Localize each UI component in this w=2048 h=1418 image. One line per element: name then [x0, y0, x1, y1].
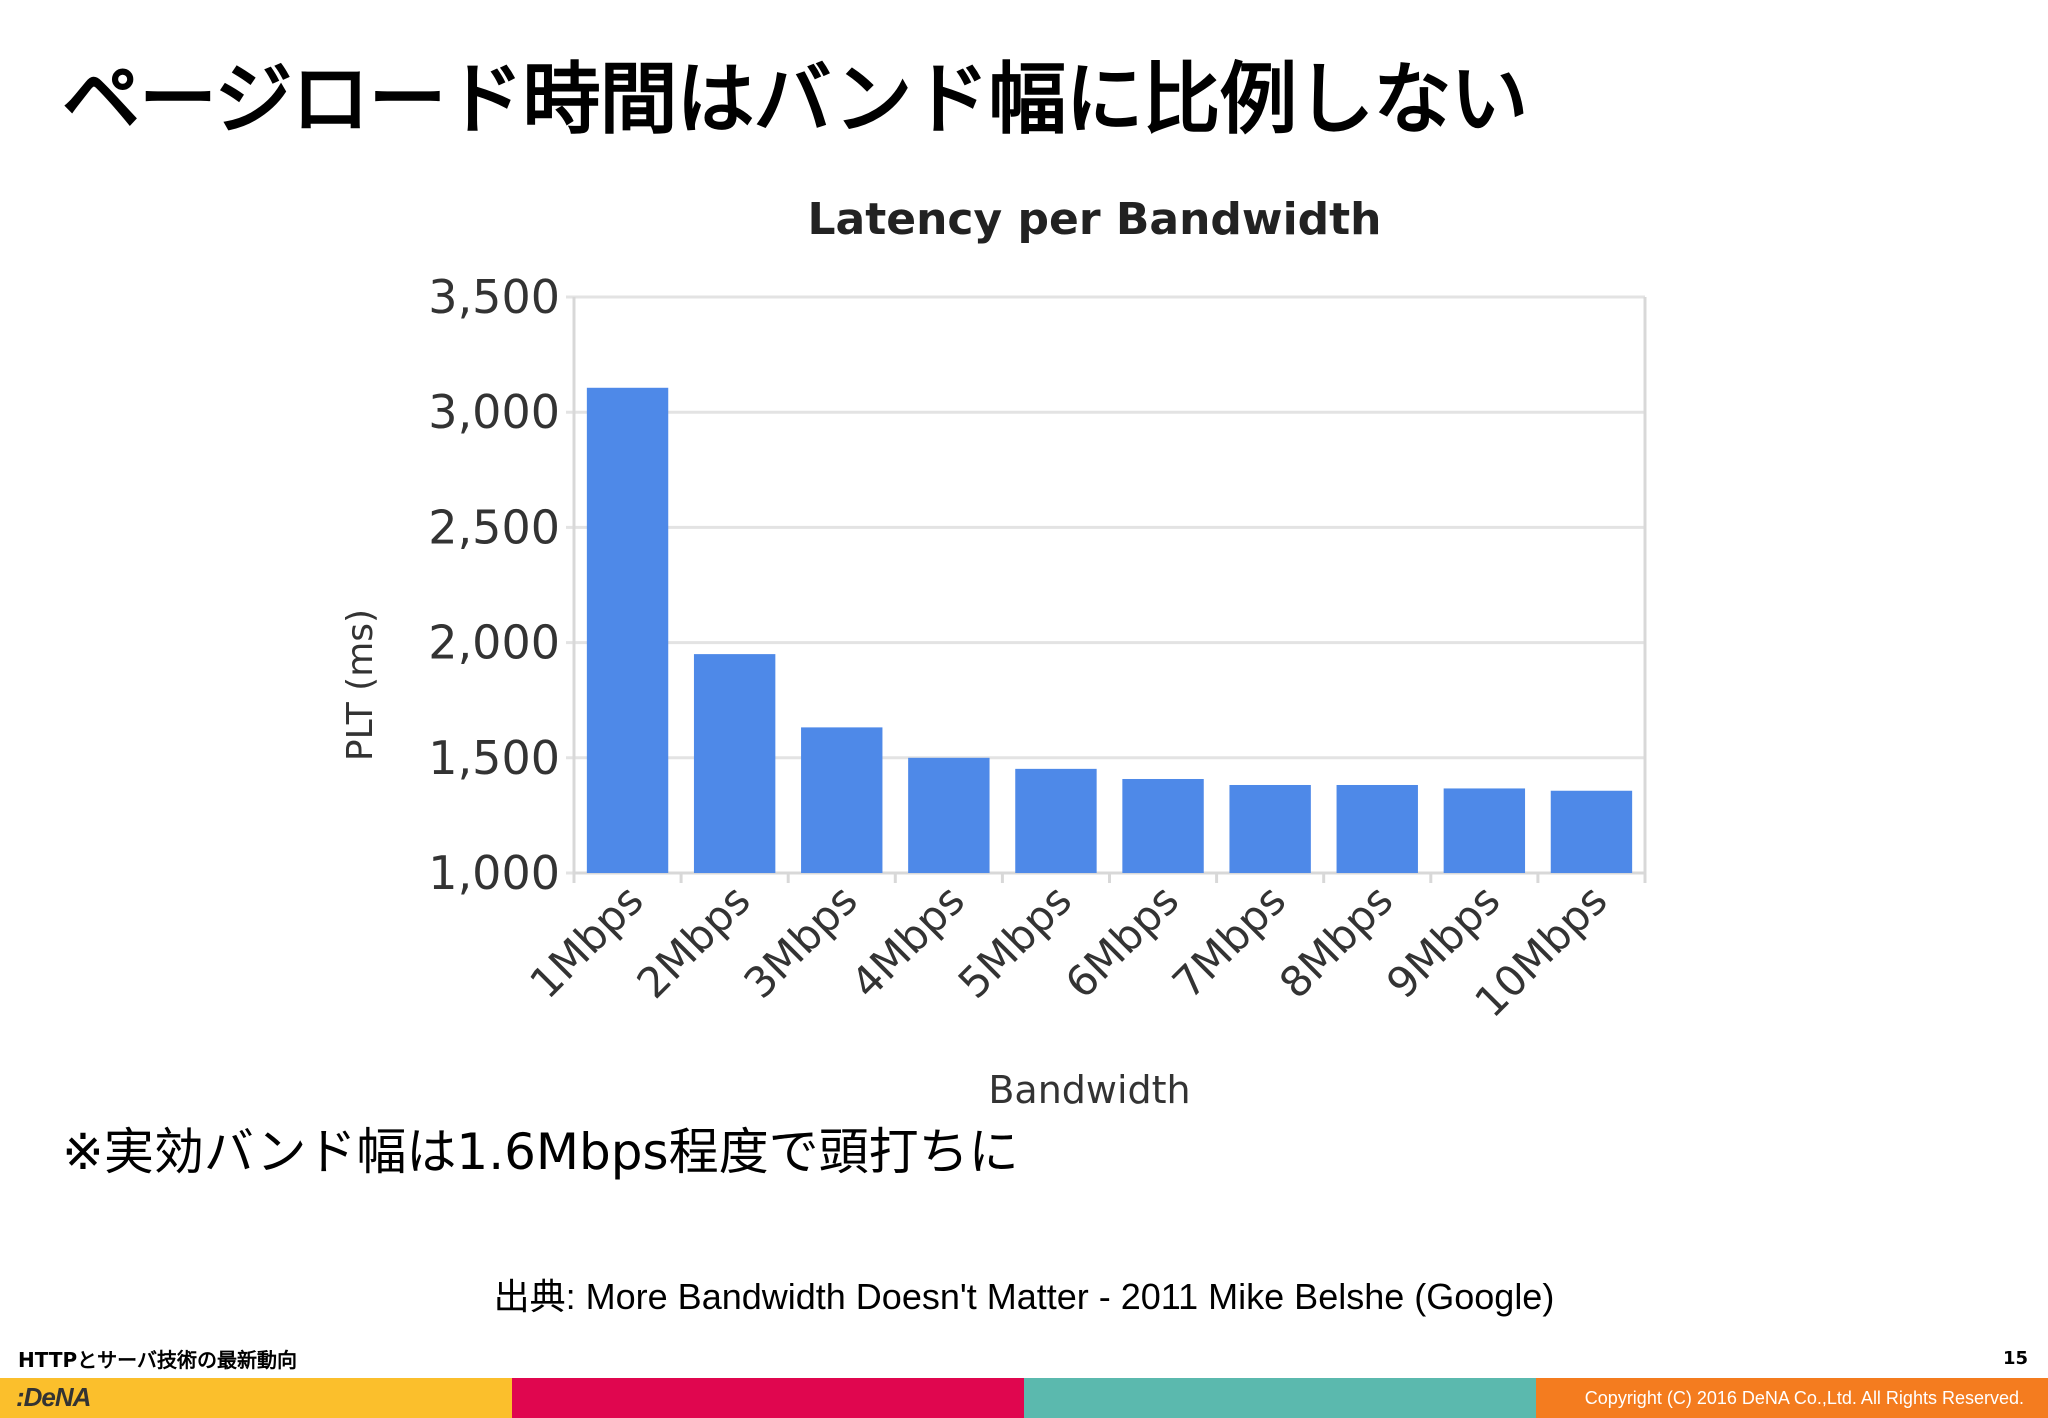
- x-tick-label: 5Mbps: [949, 875, 1081, 1007]
- footer-title: HTTPとサーバ技術の最新動向: [18, 1348, 297, 1372]
- bar-1Mbps: [586, 387, 669, 873]
- slide-title: ページロード時間はバンド幅に比例しない: [62, 55, 1528, 145]
- chart-title: Latency per Bandwidth: [808, 194, 1382, 245]
- bar-6Mbps: [1122, 778, 1204, 873]
- bar-8Mbps: [1336, 784, 1418, 873]
- y-tick-label: 3,500: [428, 270, 560, 324]
- footer-bar-yellow: :DeNA: [0, 1378, 512, 1418]
- x-tick-label: 4Mbps: [842, 875, 974, 1007]
- note-text: ※実効バンド幅は1.6Mbps程度で頭打ちに: [62, 1123, 1019, 1181]
- bar-chart: Latency per Bandwidth 1,000 1,500 2,000 2,50…: [340, 194, 1647, 1112]
- x-tick-label: 6Mbps: [1056, 875, 1188, 1007]
- source-citation: 出典: More Bandwidth Doesn't Matter - 2011…: [493, 1276, 1555, 1317]
- y-tick-label: 1,500: [428, 731, 560, 785]
- bar-2Mbps: [693, 654, 776, 873]
- bar-10Mbps: [1550, 790, 1633, 873]
- y-tick-label: 2,000: [428, 616, 560, 670]
- bar-7Mbps: [1229, 784, 1311, 873]
- footer-color-bar: :DeNA Copyright (C) 2016 DeNA Co.,Ltd. A…: [0, 1378, 2048, 1418]
- dena-logo: :DeNA: [16, 1382, 91, 1412]
- y-tick-label: 2,500: [428, 500, 560, 554]
- bar-5Mbps: [1015, 768, 1097, 873]
- bar-9Mbps: [1443, 788, 1526, 873]
- x-tick-label: 2Mbps: [627, 875, 759, 1007]
- x-tick-label: 3Mbps: [734, 875, 866, 1007]
- x-tick-label: 8Mbps: [1270, 875, 1402, 1007]
- footer-bar-orange: Copyright (C) 2016 DeNA Co.,Ltd. All Rig…: [1536, 1378, 2048, 1418]
- copyright-text: Copyright (C) 2016 DeNA Co.,Ltd. All Rig…: [1584, 1388, 2024, 1408]
- x-axis-label: Bandwidth: [988, 1068, 1190, 1112]
- footer-bar-teal: [1024, 1378, 1536, 1418]
- bar-3Mbps: [801, 727, 883, 873]
- x-tick-label: 7Mbps: [1163, 875, 1295, 1007]
- page-number: 15: [2002, 1348, 2028, 1369]
- y-axis-label: PLT (ms): [340, 609, 381, 761]
- footer-bar-magenta: [512, 1378, 1024, 1418]
- bar-4Mbps: [908, 757, 990, 873]
- y-tick-label: 3,000: [428, 385, 560, 439]
- y-tick-label: 1,000: [428, 846, 560, 900]
